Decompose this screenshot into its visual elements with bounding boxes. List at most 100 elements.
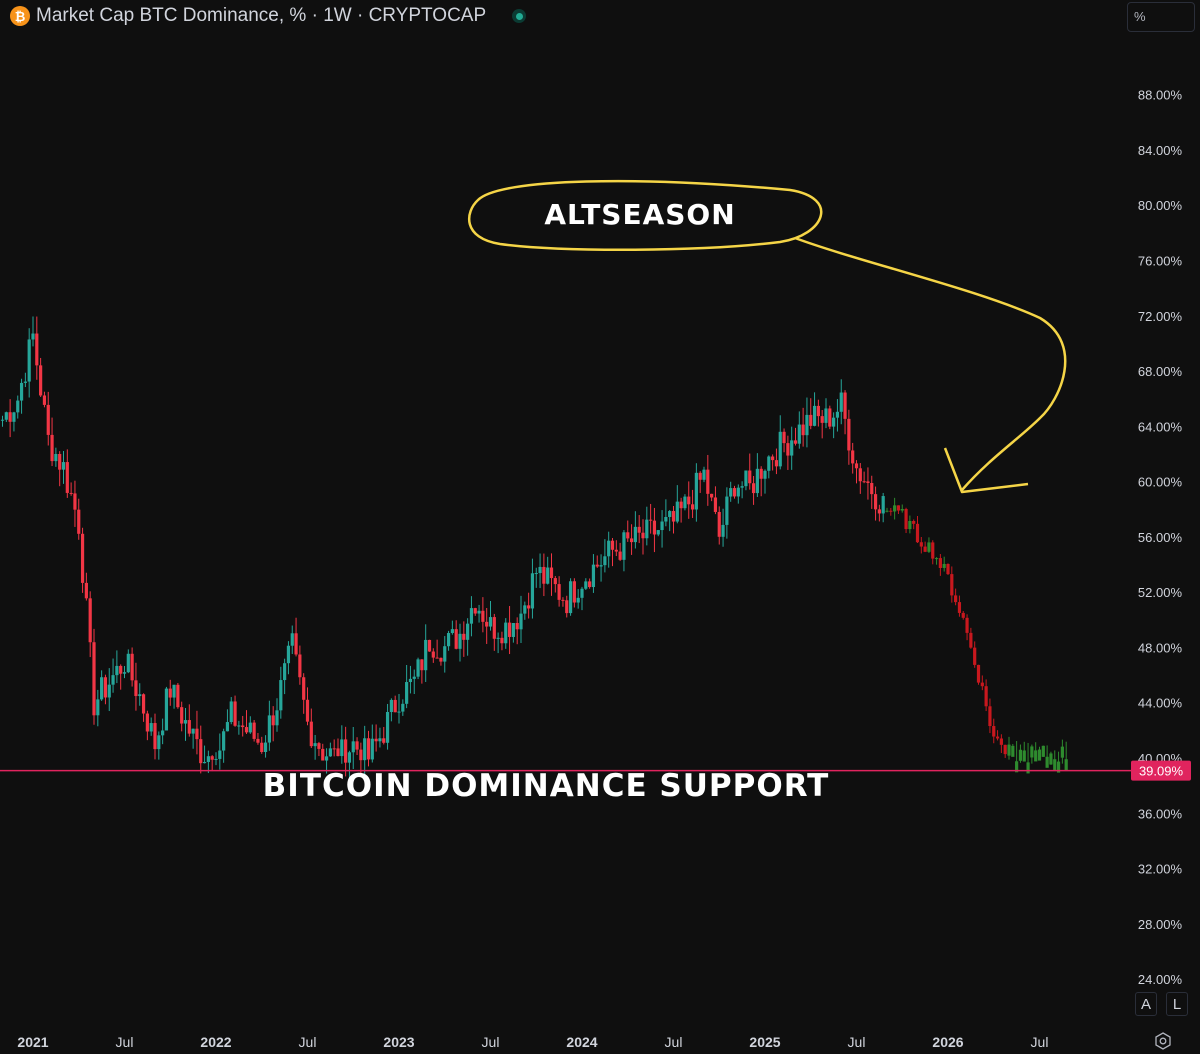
chart-title: Market Cap BTC Dominance, % · 1W · CRYPT… <box>36 5 487 26</box>
candle-body <box>858 468 862 482</box>
candle-body <box>774 460 779 467</box>
candle-body <box>103 677 108 698</box>
candle-body <box>790 440 794 456</box>
candle-body <box>710 493 714 498</box>
candle-body <box>27 339 31 382</box>
candle-body <box>153 723 157 750</box>
candle-body <box>561 599 565 601</box>
candle-body <box>771 456 775 461</box>
projection-candle-body <box>1011 745 1015 757</box>
projection-candle-body <box>915 523 920 543</box>
x-tick-label: Jul <box>299 1034 317 1050</box>
candle-body <box>736 487 740 497</box>
candle-body <box>130 653 134 681</box>
candle-body <box>275 710 279 726</box>
projection-candle-body <box>919 542 923 547</box>
x-tick-label: 2026 <box>932 1034 963 1050</box>
auto-scale-button[interactable]: A <box>1135 992 1157 1016</box>
candle-body <box>725 496 729 525</box>
candle-body <box>683 496 687 509</box>
candle-body <box>225 722 230 732</box>
candle-body <box>633 526 637 543</box>
candle-body <box>553 578 557 585</box>
projection-candle-body <box>885 510 889 512</box>
y-tick-label: 72.00% <box>1138 309 1183 324</box>
projection-candle-body <box>1022 750 1026 762</box>
candle-body <box>729 488 733 497</box>
candle-body <box>370 738 374 760</box>
candle-body <box>660 521 664 531</box>
candle-body <box>42 395 47 405</box>
candle-body <box>599 565 603 567</box>
candle-body <box>828 408 832 427</box>
projection-candle-body <box>995 736 1000 739</box>
candle-body <box>340 739 344 757</box>
candle-body <box>50 434 54 462</box>
candle-body <box>416 659 420 677</box>
log-scale-button[interactable]: L <box>1166 992 1188 1016</box>
candle-body <box>793 440 798 444</box>
candle-body <box>519 613 523 630</box>
candle-body <box>835 411 840 418</box>
y-tick-label: 64.00% <box>1138 419 1183 434</box>
candle-body <box>687 496 691 505</box>
x-axis[interactable]: 2021 Jul 2022 Jul 2023 Jul 2024 Jul 2025 Jul 2026 J… <box>17 1034 1048 1050</box>
candle-body <box>374 738 378 742</box>
y-axis[interactable]: 88.00% 84.00% 80.00% 76.00% 72.00% 68.00% 64.0… <box>1138 88 1183 987</box>
candle-body <box>732 488 737 497</box>
candle-body <box>854 463 859 469</box>
candle-body <box>664 516 668 522</box>
candle-body <box>138 694 142 697</box>
x-tick-label: 2024 <box>566 1034 597 1050</box>
y-tick-label: 88.00% <box>1138 88 1183 103</box>
candle-body <box>466 623 470 640</box>
candle-body <box>283 663 287 681</box>
candle-body <box>649 519 653 521</box>
candle-body <box>195 728 199 740</box>
candle-body <box>454 629 458 649</box>
candle-body <box>168 688 172 698</box>
price-scale-mode-button[interactable]: % <box>1127 2 1195 32</box>
candle-body <box>641 532 645 539</box>
candle-body <box>763 470 767 479</box>
candle-body <box>218 750 222 759</box>
chart-header: ₿ Market Cap BTC Dominance, % · 1W · CRY… <box>10 4 527 28</box>
projection-candle-body <box>923 546 927 552</box>
candle-body <box>267 715 271 743</box>
candle-body <box>35 333 39 366</box>
projection-candle-body <box>1030 746 1034 758</box>
support-price-tag: 39.09% <box>1131 760 1191 781</box>
y-tick-label: 36.00% <box>1138 806 1183 821</box>
candle-body <box>443 646 447 662</box>
candle-body <box>23 381 27 383</box>
candle-body <box>359 749 363 761</box>
candle-body <box>816 405 820 417</box>
candle-body <box>500 637 504 644</box>
candle-body <box>88 598 92 643</box>
candle-body <box>115 665 119 676</box>
candle-body <box>652 520 657 535</box>
projection-candle-body <box>931 542 935 559</box>
projection-candle-body <box>1049 753 1053 765</box>
candle-body <box>385 711 390 743</box>
y-tick-label: 24.00% <box>1138 972 1183 987</box>
projection-candle-body <box>1037 749 1042 761</box>
candle-body <box>65 462 69 493</box>
candle-body <box>862 481 866 483</box>
candle-body <box>324 756 329 761</box>
candle-body <box>229 701 233 723</box>
projection-candle-body <box>1026 762 1030 774</box>
bitcoin-icon: ₿ <box>10 6 30 26</box>
candle-body <box>832 417 836 427</box>
gear-icon[interactable] <box>1152 1030 1174 1052</box>
candle-body <box>134 680 138 697</box>
candle-body <box>694 472 698 510</box>
candle-body <box>584 581 588 589</box>
candle-body <box>141 694 146 714</box>
candle-body <box>344 739 348 763</box>
candle-body <box>244 727 249 733</box>
candle-body <box>363 738 367 761</box>
candle-body <box>557 584 561 600</box>
x-tick-label: Jul <box>116 1034 134 1050</box>
